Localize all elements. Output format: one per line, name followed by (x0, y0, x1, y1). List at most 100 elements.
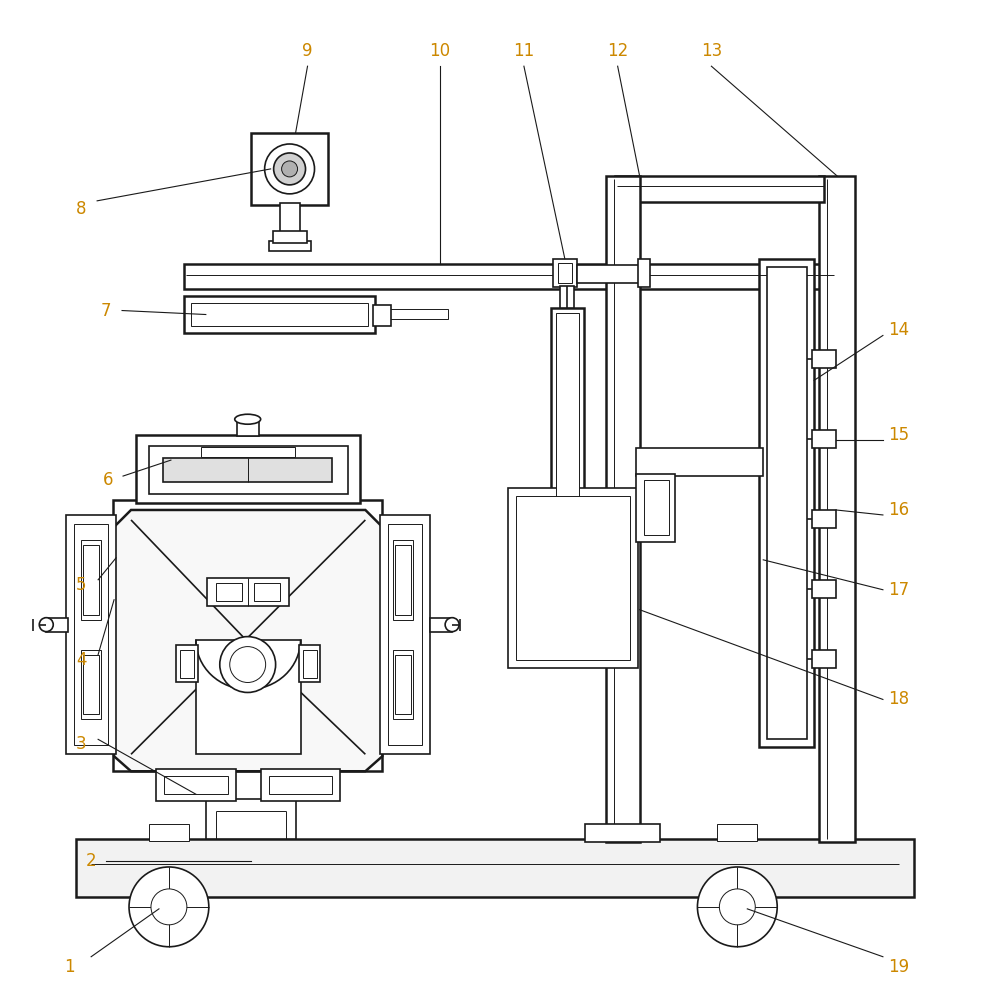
Bar (269, 241, 310, 251)
Circle shape (230, 647, 266, 682)
Text: 18: 18 (888, 690, 910, 708)
Bar (298, 645, 320, 682)
Bar (196, 640, 300, 754)
Bar (516, 496, 629, 660)
Bar (812, 580, 836, 598)
Bar (560, 286, 574, 308)
Bar (585, 824, 660, 842)
Bar (820, 176, 855, 842)
Bar (216, 583, 242, 601)
Bar (201, 447, 294, 457)
Bar (374, 305, 391, 326)
Text: 1: 1 (63, 958, 74, 976)
Circle shape (719, 889, 755, 925)
Circle shape (151, 889, 187, 925)
Bar (556, 313, 579, 604)
Bar (388, 524, 422, 745)
Bar (812, 430, 836, 448)
Bar (184, 264, 837, 289)
Text: 13: 13 (701, 42, 722, 60)
Bar (759, 259, 814, 747)
Bar (66, 515, 116, 754)
Bar (393, 540, 413, 620)
Text: 11: 11 (513, 42, 534, 60)
Bar (302, 650, 316, 678)
Bar (156, 769, 236, 801)
Bar (508, 488, 637, 668)
Polygon shape (114, 510, 383, 771)
Bar (206, 799, 295, 839)
Bar (390, 309, 448, 319)
Circle shape (274, 153, 305, 185)
Bar (606, 176, 639, 842)
Text: 9: 9 (302, 42, 313, 60)
Text: 16: 16 (888, 501, 910, 519)
Bar (83, 655, 99, 714)
Bar (81, 650, 101, 719)
Bar (175, 645, 198, 682)
Circle shape (220, 637, 275, 692)
Bar (635, 474, 676, 542)
Bar (395, 655, 411, 714)
Bar (812, 350, 836, 368)
Text: 12: 12 (607, 42, 628, 60)
Bar (381, 515, 430, 754)
Text: 2: 2 (86, 852, 96, 870)
Bar (81, 540, 101, 620)
Bar (149, 446, 349, 494)
Bar (767, 267, 807, 739)
Bar (812, 510, 836, 528)
Text: 14: 14 (888, 321, 910, 339)
Bar (430, 618, 452, 632)
Ellipse shape (235, 414, 261, 424)
Bar (136, 435, 361, 503)
Text: 10: 10 (429, 42, 451, 60)
Circle shape (40, 618, 54, 632)
Bar (812, 650, 836, 668)
Text: 8: 8 (76, 200, 86, 218)
Text: 19: 19 (888, 958, 910, 976)
Bar (551, 308, 584, 609)
Bar (540, 607, 595, 629)
Bar (76, 839, 914, 897)
Bar (393, 650, 413, 719)
Bar (553, 259, 577, 287)
Text: 17: 17 (888, 581, 910, 599)
Bar (184, 296, 376, 333)
Bar (47, 618, 68, 632)
Circle shape (445, 618, 459, 632)
Bar (395, 545, 411, 615)
Text: 3: 3 (76, 735, 86, 753)
Bar (558, 263, 572, 283)
Bar (577, 265, 640, 283)
Bar (164, 776, 228, 794)
Bar (717, 824, 757, 841)
Bar (273, 231, 306, 243)
Bar (635, 448, 763, 476)
Bar (113, 500, 383, 771)
Bar (614, 176, 825, 202)
Bar (207, 578, 288, 606)
Bar (269, 776, 332, 794)
Text: 15: 15 (888, 426, 910, 444)
Bar (149, 824, 189, 841)
Bar (74, 524, 108, 745)
Bar (637, 259, 649, 287)
Circle shape (281, 161, 297, 177)
Bar (237, 420, 259, 436)
Bar (261, 769, 341, 801)
Text: 7: 7 (101, 302, 111, 320)
Bar (83, 545, 99, 615)
Text: 4: 4 (76, 651, 86, 669)
Bar (163, 458, 332, 482)
Bar (643, 480, 669, 535)
Circle shape (698, 867, 777, 947)
Bar (254, 583, 279, 601)
Text: 6: 6 (103, 471, 113, 489)
Circle shape (129, 867, 209, 947)
Circle shape (265, 144, 314, 194)
Bar (251, 133, 328, 205)
Bar (279, 203, 299, 233)
Text: 5: 5 (76, 576, 86, 594)
Bar (180, 650, 194, 678)
